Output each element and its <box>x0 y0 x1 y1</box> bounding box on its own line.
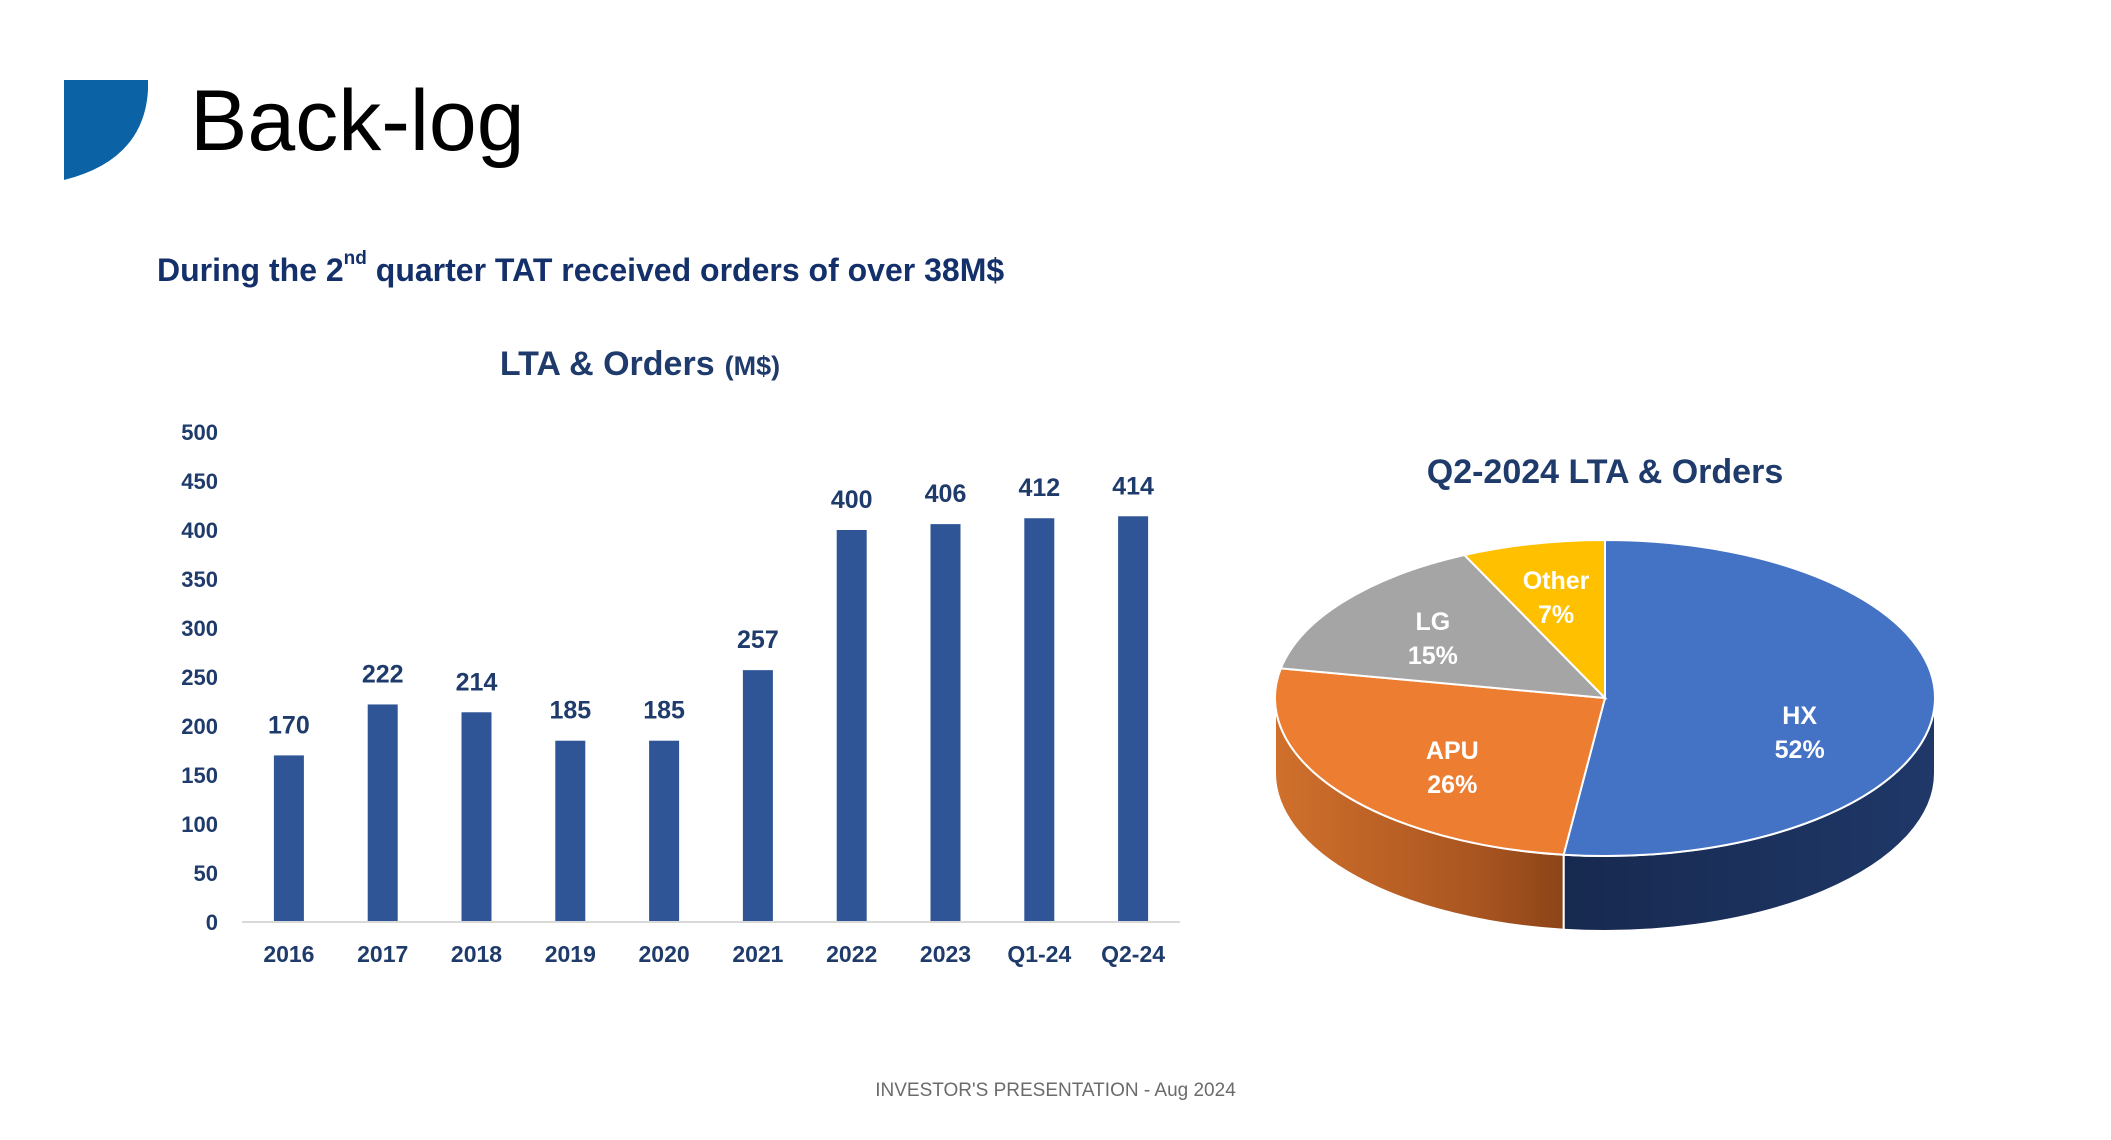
pie-slice-label: LG 15% <box>1408 608 1458 670</box>
bar-value-label: 170 <box>268 711 310 739</box>
bar-chart-title-unit: (M$) <box>725 351 781 381</box>
y-tick-label: 450 <box>181 469 218 494</box>
y-tick-label: 100 <box>181 812 218 837</box>
bar-chart-bars <box>273 516 1149 922</box>
bar <box>461 712 492 922</box>
x-tick-label: 2019 <box>545 941 596 967</box>
page-title: Back-log <box>190 73 525 169</box>
bar-value-label: 414 <box>1112 472 1154 500</box>
bar <box>836 530 867 922</box>
bar <box>555 740 586 922</box>
bar <box>367 704 398 922</box>
x-tick-label: Q2-24 <box>1101 941 1165 967</box>
y-tick-label: 200 <box>181 714 218 739</box>
x-tick-label: 2022 <box>826 941 877 967</box>
bar-value-label: 412 <box>1018 474 1060 502</box>
pie-slice <box>1279 553 1608 700</box>
pie-slice <box>1274 667 1607 856</box>
y-tick-label: 350 <box>181 567 218 592</box>
pie-slice <box>1462 538 1606 701</box>
footer-text: INVESTOR'S PRESENTATION - Aug 2024 <box>875 1080 1236 1101</box>
y-tick-label: 150 <box>181 763 218 788</box>
bar-value-label: 257 <box>737 626 779 654</box>
bar <box>1118 516 1149 922</box>
bar-value-label: 185 <box>549 697 591 725</box>
x-tick-label: 2020 <box>639 941 690 967</box>
subtitle-superscript: nd <box>343 248 367 269</box>
bar-chart-title: LTA & Orders (M$) <box>500 345 780 383</box>
x-tick-label: 2016 <box>263 941 314 967</box>
x-tick-label: 2023 <box>920 941 971 967</box>
y-tick-label: 300 <box>181 616 218 641</box>
bar-value-label: 222 <box>362 660 404 688</box>
bar-value-label: 185 <box>643 697 685 725</box>
slide-subtitle: During the 2nd quarter TAT received orde… <box>157 248 1005 289</box>
bar-value-label: 406 <box>925 480 967 508</box>
pie-slice-label: APU 26% <box>1426 737 1479 799</box>
subtitle-text-start: During the 2 <box>157 252 344 288</box>
y-tick-label: 400 <box>181 518 218 543</box>
bar <box>742 670 773 922</box>
pie-chart-labels: HX 52% APU 26% LG 15% Other 7% <box>1408 567 1825 799</box>
pie-chart-title: Q2-2024 LTA & Orders <box>1426 453 1784 491</box>
x-tick-label: Q1-24 <box>1007 941 1071 967</box>
bar <box>930 524 961 922</box>
pie-slice-label: Other 7% <box>1523 567 1590 629</box>
lta-orders-bar-chart: LTA & Orders (M$) 0 50 100 150 200 250 300 350 40… <box>181 345 1180 967</box>
bar <box>1024 518 1055 922</box>
x-tick-label: 2021 <box>732 941 783 967</box>
pie-slice-label: HX 52% <box>1775 702 1825 764</box>
x-tick-label: 2018 <box>451 941 502 967</box>
y-tick-label: 50 <box>194 861 218 886</box>
brand-corner-shape <box>64 80 148 180</box>
pie-chart-slices <box>1274 538 1936 857</box>
q2-2024-pie-chart: HX 52% APU 26% LG 15% Other 7% <box>1274 538 1936 932</box>
bar-chart-y-axis: 0 50 100 150 200 250 300 350 400 450 500 <box>181 420 218 935</box>
bar <box>649 740 680 922</box>
y-tick-label: 500 <box>181 420 218 445</box>
y-tick-label: 0 <box>206 910 218 935</box>
bar-value-label: 214 <box>456 668 498 696</box>
bar-chart-data-labels: 170 222 214 185 185 257 400 406 412 414 <box>268 472 1154 739</box>
bar-chart-x-axis: 2016 2017 2018 2019 2020 2021 2022 2023 Q1-24 Q2-… <box>242 921 1180 967</box>
brand-corner-icon <box>64 80 148 180</box>
bar <box>273 755 304 922</box>
bar-value-label: 400 <box>831 486 873 514</box>
subtitle-text-end: quarter TAT received orders of over 38M$ <box>366 252 1005 288</box>
x-tick-label: 2017 <box>357 941 408 967</box>
y-tick-label: 250 <box>181 665 218 690</box>
pie-slice <box>1562 538 1936 857</box>
bar-chart-title-main: LTA & Orders <box>500 345 715 383</box>
